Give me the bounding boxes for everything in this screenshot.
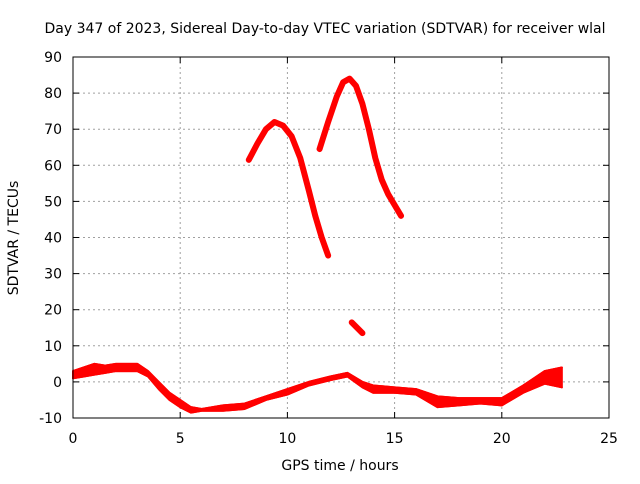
x-tick-label: 10 bbox=[278, 431, 296, 447]
series-layer bbox=[72, 75, 563, 414]
y-tick-label: 40 bbox=[44, 231, 62, 247]
x-tick-label: 15 bbox=[386, 431, 404, 447]
axis-ticks: 0 5 10 15 20 25 -10 0 10 20 30 40 50 60 70 80 90 bbox=[39, 50, 618, 447]
x-tick-label: 20 bbox=[493, 431, 511, 447]
y-tick-label: 60 bbox=[44, 158, 62, 174]
x-axis-label: GPS time / hours bbox=[281, 458, 398, 474]
y-tick-label: 70 bbox=[44, 122, 62, 138]
series-arc-2 bbox=[316, 75, 405, 219]
series-arc-1 bbox=[245, 118, 332, 259]
x-tick-label: 0 bbox=[69, 431, 78, 447]
y-tick-label: 90 bbox=[44, 50, 62, 66]
y-tick-label: 80 bbox=[44, 86, 62, 102]
series-low-variation-band-lower-edge bbox=[72, 370, 563, 414]
y-tick-label: 10 bbox=[44, 339, 62, 355]
y-tick-label: 0 bbox=[53, 375, 62, 391]
x-tick-label: 25 bbox=[600, 431, 618, 447]
chart-title: Day 347 of 2023, Sidereal Day-to-day VTE… bbox=[44, 21, 605, 37]
x-tick-label: 5 bbox=[176, 431, 185, 447]
y-tick-label: 50 bbox=[44, 194, 62, 210]
series-short-segment bbox=[348, 319, 366, 337]
y-axis-label: SDTVAR / TECUs bbox=[6, 181, 22, 296]
y-tick-label: 30 bbox=[44, 267, 62, 283]
y-tick-label: -10 bbox=[39, 411, 62, 427]
series-low-variation-band-upper-edge bbox=[72, 362, 563, 410]
y-tick-label: 20 bbox=[44, 303, 62, 319]
grid bbox=[73, 57, 609, 418]
